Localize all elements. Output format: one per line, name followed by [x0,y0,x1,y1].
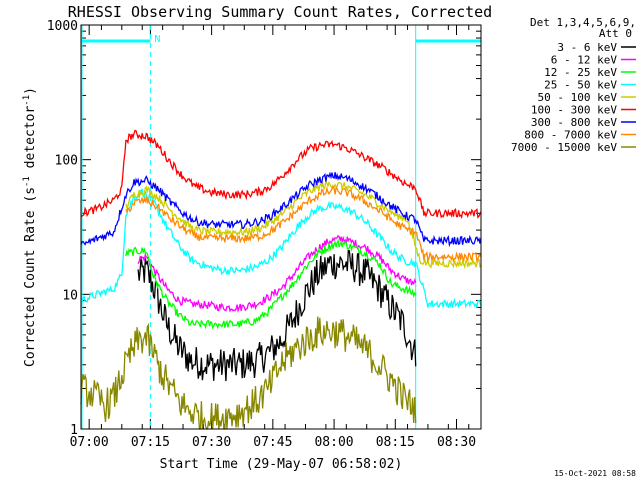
y-tick-label: 1000 [47,19,78,34]
x-tick-label: 08:15 [376,435,415,450]
x-axis-label: Start Time (29-May-07 06:58:02) [160,457,403,472]
x-tick-label: 07:30 [192,435,231,450]
series-line-4 [80,188,482,309]
legend-entry-label: 100 - 300 keV [531,104,617,117]
legend-entry-label: 300 - 800 keV [531,116,617,129]
series-line-8 [125,185,482,263]
x-tick-label: 07:45 [253,435,292,450]
plot-frame [80,24,482,430]
x-tick-label: 08:00 [314,435,353,450]
series-line-3 [125,238,417,330]
y-tick-label: 1 [70,423,78,438]
series-line-6 [80,129,482,220]
footer-timestamp: 15-Oct-2021 08:58 [554,469,636,478]
series-line-5 [125,179,482,270]
legend-entry-label: 12 - 25 keV [544,66,617,79]
legend-header-att: Att 0 [599,27,632,40]
chart-title: RHESSI Observing Summary Count Rates, Co… [68,3,492,21]
plot-area [80,24,482,430]
y-tick-label: 100 [55,154,78,169]
legend-entry-label: 3 - 6 keV [557,41,617,54]
y-axis-label: Corrected Count Rate (s-1 detector-1) [22,87,38,367]
series-line-7 [80,171,482,248]
series-line-9 [80,316,417,430]
legend-entry-label: 6 - 12 keV [551,54,618,67]
legend-entry-label: 50 - 100 keV [538,91,618,104]
legend-entry-label: 800 - 7000 keV [524,129,617,142]
legend-header: Det 1,3,4,5,6,9, [530,16,636,29]
x-tick-label: 07:15 [131,435,170,450]
y-tick-label: 10 [62,288,78,303]
night-marker-label: N [154,34,160,45]
x-tick-label: 08:30 [437,435,476,450]
x-tick-label: 07:00 [70,435,109,450]
legend-entry-label: 7000 - 15000 keV [511,141,617,154]
series-line-1 [137,249,417,382]
legend-entry-label: 25 - 50 keV [544,79,617,92]
series-line-2 [137,234,417,314]
